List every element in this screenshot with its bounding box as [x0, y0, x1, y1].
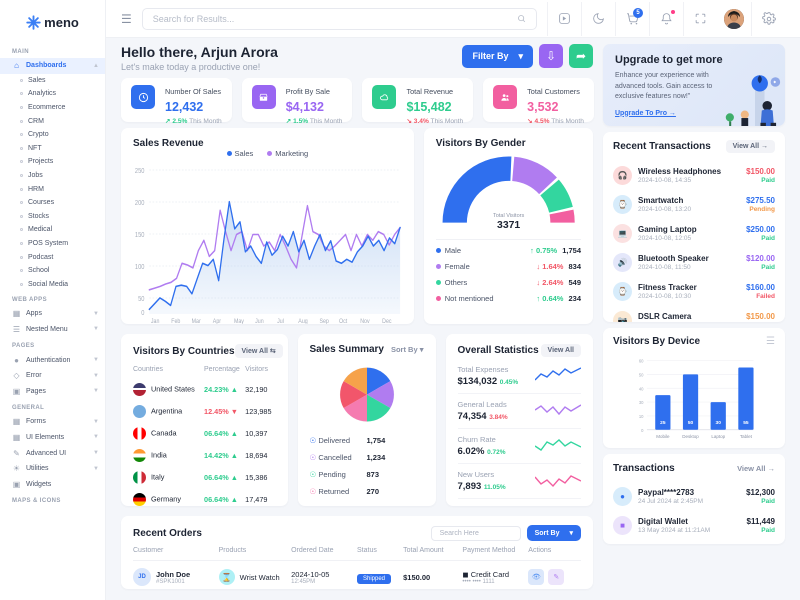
- svg-text:Oct: Oct: [339, 319, 348, 324]
- svg-text:50: 50: [639, 372, 644, 377]
- svg-text:0: 0: [641, 428, 644, 433]
- svg-text:Desktop: Desktop: [682, 434, 699, 439]
- svg-text:30: 30: [639, 400, 644, 405]
- svg-text:Aug: Aug: [298, 319, 307, 324]
- svg-text:Tablet: Tablet: [740, 434, 753, 439]
- svg-text:Apr: Apr: [213, 319, 221, 324]
- svg-text:150: 150: [135, 232, 145, 240]
- svg-text:Mobile: Mobile: [656, 434, 670, 439]
- svg-text:50: 50: [688, 420, 694, 426]
- svg-text:50: 50: [138, 296, 145, 304]
- svg-text:40: 40: [639, 386, 644, 391]
- svg-text:Jun: Jun: [255, 319, 264, 324]
- svg-text:Dec: Dec: [382, 319, 391, 324]
- svg-text:Jan: Jan: [151, 319, 160, 324]
- svg-text:200: 200: [135, 200, 145, 208]
- svg-text:25: 25: [660, 420, 666, 426]
- svg-text:Laptop: Laptop: [711, 434, 725, 439]
- svg-text:250: 250: [135, 168, 145, 176]
- svg-text:30: 30: [716, 420, 722, 426]
- svg-text:Jul: Jul: [277, 319, 284, 324]
- svg-text:Nov: Nov: [360, 319, 369, 324]
- svg-text:Total Visitors: Total Visitors: [493, 213, 525, 219]
- svg-text:Mar: Mar: [192, 319, 201, 324]
- svg-text:60: 60: [639, 359, 644, 364]
- svg-text:55: 55: [743, 420, 749, 426]
- svg-text:0: 0: [141, 310, 145, 318]
- svg-text:3371: 3371: [497, 220, 520, 231]
- svg-text:May: May: [234, 319, 244, 324]
- svg-text:Feb: Feb: [171, 319, 181, 324]
- svg-text:100: 100: [135, 264, 145, 272]
- svg-text:10: 10: [639, 414, 644, 419]
- svg-text:Sep: Sep: [319, 319, 329, 324]
